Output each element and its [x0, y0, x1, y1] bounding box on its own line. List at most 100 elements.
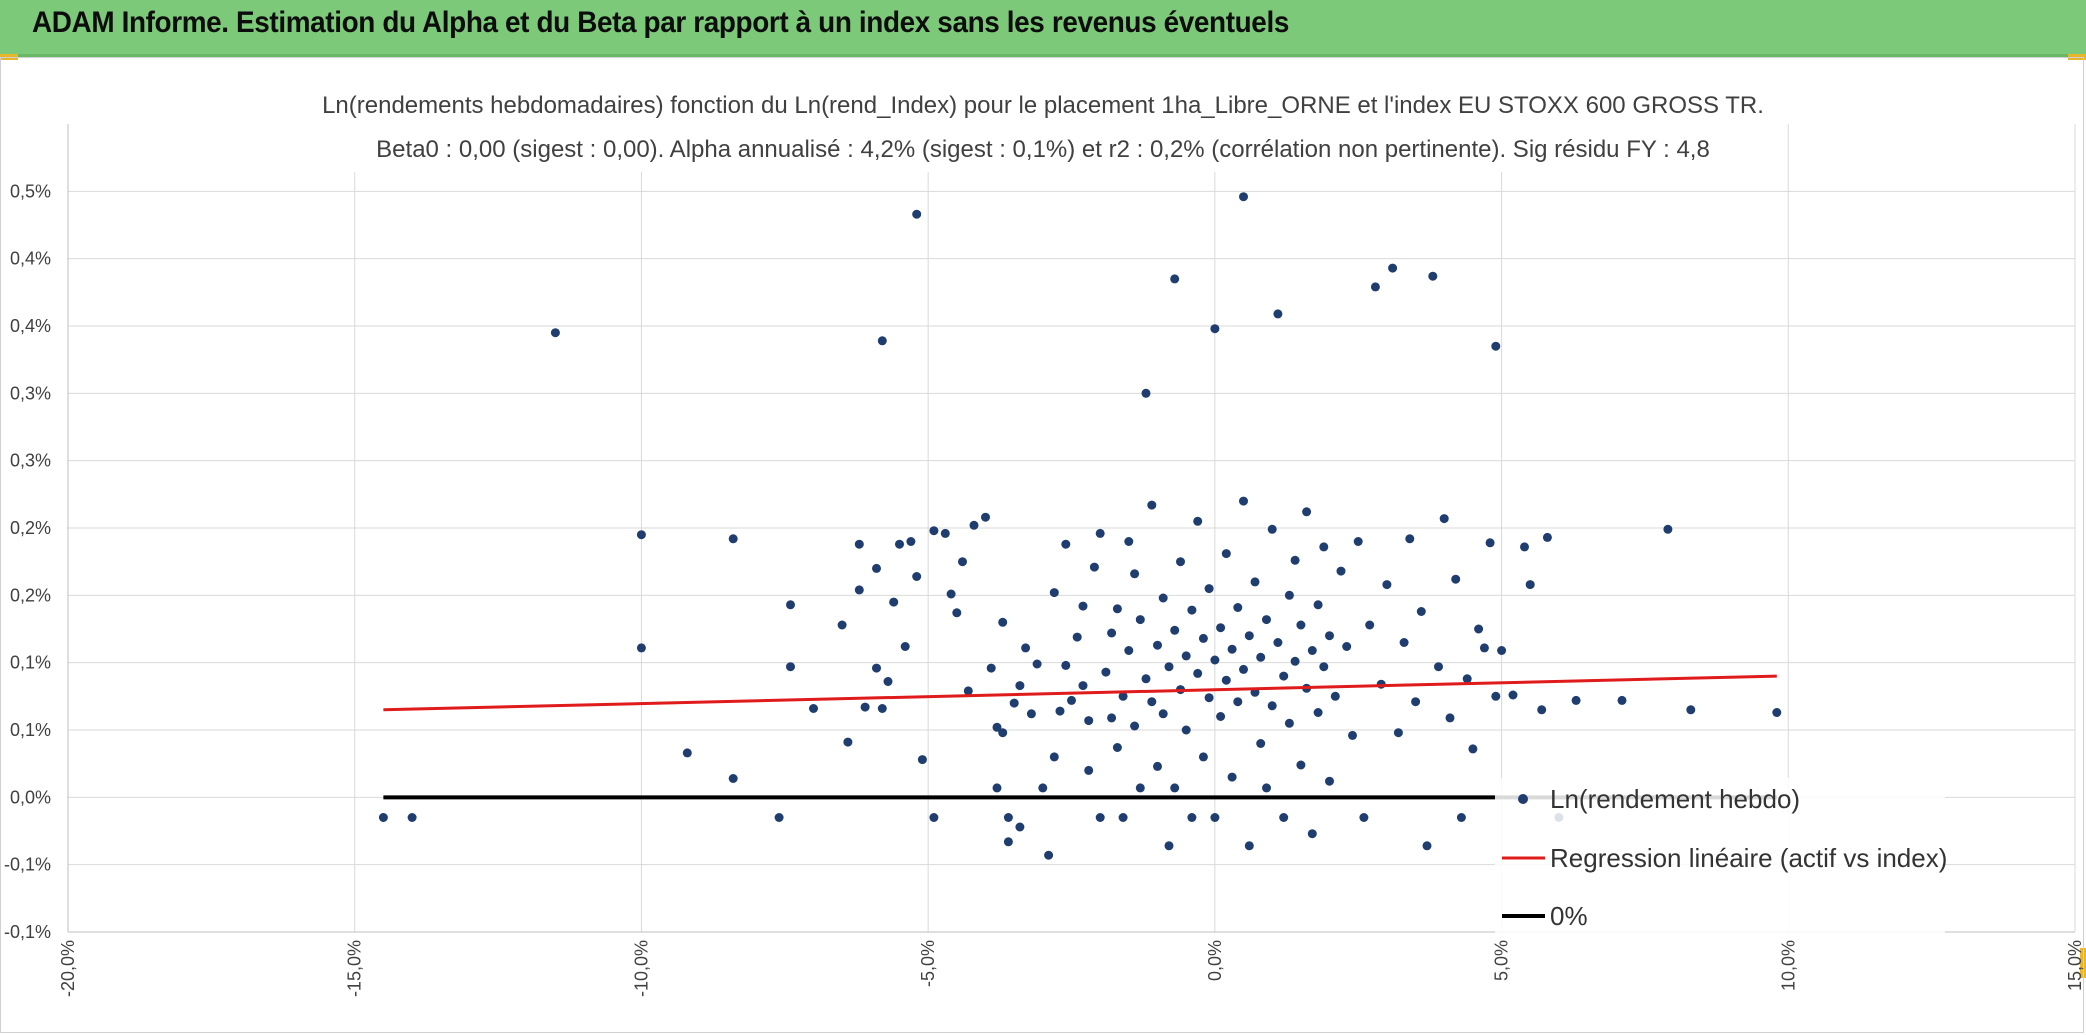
data-point [1284, 718, 1294, 728]
data-point [1456, 813, 1466, 822]
legend-marker-points [1518, 794, 1528, 804]
data-point [1089, 562, 1099, 572]
data-point [958, 557, 967, 567]
data-point [1170, 625, 1180, 635]
data-point [877, 704, 887, 713]
data-point [636, 643, 646, 653]
data-point [1365, 620, 1375, 630]
data-point [1026, 709, 1036, 719]
data-point [786, 600, 795, 610]
data-point [1262, 783, 1271, 793]
data-point [1164, 841, 1174, 851]
data-point [1198, 633, 1208, 643]
x-tick-label: 0,0% [1205, 940, 1225, 981]
data-point [998, 728, 1008, 738]
data-point [1158, 593, 1168, 603]
data-point [1399, 638, 1409, 647]
data-point [1003, 813, 1013, 822]
data-point [854, 585, 864, 595]
data-point [1021, 643, 1031, 653]
data-point [1084, 716, 1094, 726]
data-point [1422, 841, 1432, 851]
data-point [1101, 667, 1111, 677]
data-point [1273, 309, 1283, 319]
data-point [1181, 651, 1191, 661]
data-point [992, 722, 1002, 732]
legend-label-points: Ln(rendement hebdo) [1550, 784, 1800, 814]
data-point [986, 663, 996, 673]
data-point [1279, 671, 1289, 681]
data-point [1279, 813, 1289, 822]
data-point [1124, 537, 1134, 546]
data-point [1061, 660, 1071, 670]
data-point [1147, 697, 1157, 707]
data-point [1216, 712, 1226, 721]
x-tick-label: 10,0% [1778, 940, 1798, 991]
x-tick-label: -20,0% [58, 940, 78, 997]
data-point [1032, 659, 1042, 669]
y-tick-label: -0,1% [4, 855, 51, 875]
data-point [1118, 813, 1128, 822]
data-point [1451, 574, 1461, 584]
regression-line [383, 674, 1777, 712]
data-point [1244, 631, 1254, 641]
data-point [786, 662, 795, 672]
data-point [1485, 538, 1495, 548]
data-point [1112, 604, 1122, 614]
header-bar: ADAM Informe. Estimation du Alpha et du … [0, 0, 2086, 57]
data-point [1124, 646, 1134, 655]
data-point [1296, 760, 1306, 770]
page-title: ADAM Informe. Estimation du Alpha et du … [32, 6, 1289, 39]
data-point [912, 572, 922, 581]
data-point [1009, 698, 1019, 708]
data-point [1772, 708, 1782, 717]
data-point [1525, 580, 1535, 590]
data-point [1353, 537, 1363, 546]
data-point [1617, 695, 1627, 705]
legend-label-regression: Regression linéaire (actif vs index) [1550, 843, 1947, 873]
data-point [1262, 615, 1271, 625]
data-point [1497, 646, 1507, 655]
data-point [1216, 623, 1226, 633]
data-point [1221, 675, 1231, 685]
y-tick-label: 0,0% [10, 787, 51, 807]
data-point [1239, 496, 1248, 506]
data-point [1508, 690, 1518, 700]
data-point [1405, 534, 1415, 544]
data-point [1388, 263, 1398, 273]
data-point [1227, 772, 1237, 782]
data-point [1153, 761, 1162, 771]
y-tick-label: 0,4% [10, 316, 51, 336]
data-point [1434, 662, 1443, 672]
data-point [854, 539, 864, 549]
chart-legend: Ln(rendement hebdo) Regression linéaire … [1495, 778, 1947, 936]
data-point [877, 336, 887, 346]
data-point [1474, 624, 1484, 634]
data-point [1049, 588, 1059, 598]
x-tick-label: 15,0% [2065, 940, 2085, 991]
data-point [1210, 324, 1220, 334]
data-point [917, 755, 927, 765]
data-point [1107, 628, 1117, 638]
data-point [998, 617, 1008, 627]
data-point [1313, 708, 1323, 717]
plot-layer [378, 192, 1782, 860]
title-layer: Ln(rendements hebdomadaires) fonction du… [300, 82, 1786, 172]
data-point [1227, 644, 1237, 654]
data-point [1462, 674, 1472, 684]
data-point [883, 677, 893, 686]
data-point [1239, 664, 1248, 674]
y-tick-label: 0,1% [10, 720, 51, 740]
data-point [1135, 783, 1145, 793]
data-point [929, 813, 939, 822]
data-point [952, 608, 962, 618]
x-tick-label: 5,0% [1492, 940, 1512, 981]
data-point [1290, 555, 1300, 565]
data-point [872, 663, 881, 673]
data-point [1239, 192, 1248, 202]
data-point [1686, 705, 1696, 715]
data-point [1370, 282, 1380, 292]
data-point [900, 642, 910, 651]
data-point [1078, 601, 1088, 611]
data-point [1479, 643, 1489, 653]
